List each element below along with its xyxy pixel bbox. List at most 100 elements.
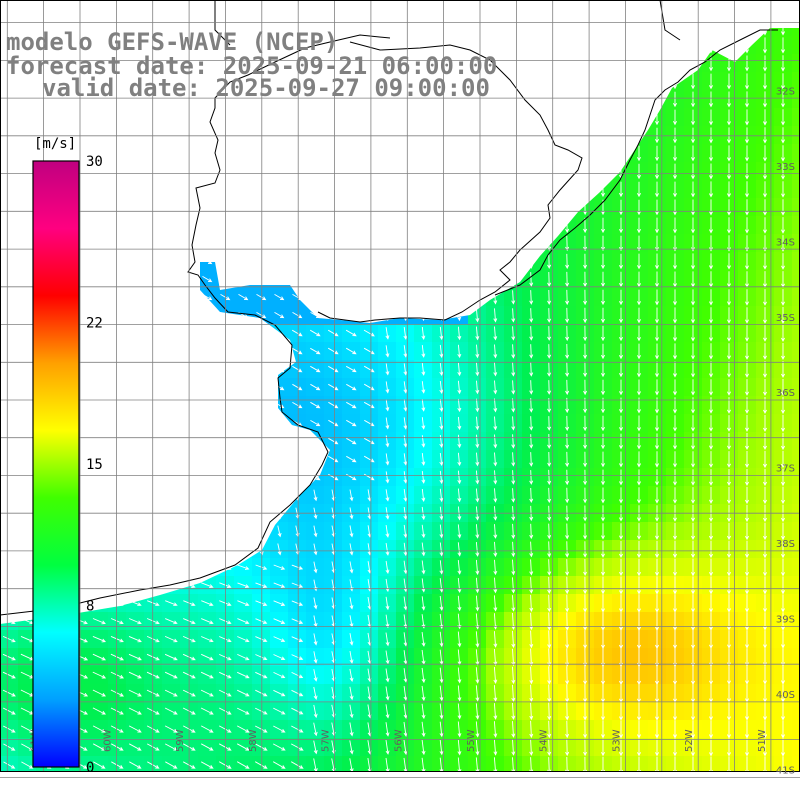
wind-arrow (2, 707, 16, 715)
wind-arrow (421, 560, 426, 575)
wind-arrow (273, 600, 286, 606)
wind-arrow (745, 433, 749, 450)
wind-arrow (600, 325, 606, 342)
speed-cell (792, 468, 800, 487)
wind-arrow (745, 163, 749, 180)
wind-arrow (457, 452, 462, 467)
wind-arrow (328, 401, 339, 409)
wind-arrow (691, 109, 695, 126)
lon-label: 58W (248, 729, 259, 752)
wind-arrow (691, 343, 695, 360)
wind-arrow (565, 235, 570, 252)
wind-arrow (781, 343, 785, 360)
wind-arrow (618, 181, 624, 198)
wind-arrow (313, 651, 318, 664)
wind-arrow (475, 631, 480, 648)
wind-arrow (727, 181, 731, 198)
wind-arrow (403, 578, 408, 593)
wind-arrow (601, 271, 605, 288)
wind-arrow (313, 740, 318, 755)
wind-arrow (691, 487, 695, 504)
speed-cell (792, 216, 800, 235)
wind-arrow (727, 91, 731, 108)
wind-arrow (672, 109, 678, 126)
wind-arrow (672, 594, 678, 613)
wind-arrow (637, 343, 641, 360)
wind-arrow (164, 743, 178, 751)
speed-cell (414, 774, 433, 793)
colorbar-unit: [m/s] (34, 136, 76, 152)
wind-arrow (219, 582, 232, 588)
wind-arrow (475, 757, 480, 772)
speed-cell (486, 774, 505, 793)
wind-arrow (727, 666, 731, 685)
wind-arrow (619, 235, 623, 252)
wind-arrow (421, 488, 426, 502)
wind-arrow (673, 720, 677, 739)
wind-arrow (255, 564, 268, 570)
wind-arrow (601, 720, 605, 739)
wind-arrow (493, 757, 498, 772)
wind-arrow (780, 217, 786, 234)
wind-arrow (201, 653, 214, 661)
lat-label: 40S (776, 690, 795, 701)
wind-arrow (493, 362, 498, 377)
wind-arrow (236, 761, 250, 769)
wind-arrow (363, 383, 375, 391)
wind-arrow (165, 761, 178, 769)
wind-arrow (583, 289, 588, 306)
wind-arrow (200, 743, 214, 751)
wind-arrow (708, 361, 714, 378)
wind-arrow (493, 739, 498, 756)
lat-label: 35S (776, 313, 795, 324)
speed-cell (792, 198, 800, 217)
wind-arrow (346, 419, 357, 427)
wind-arrow (475, 416, 480, 431)
wind-arrow (511, 434, 516, 449)
wind-arrow (349, 651, 354, 664)
wind-arrow (439, 631, 444, 648)
wind-arrow (673, 145, 677, 162)
wind-arrow (511, 380, 516, 395)
wind-arrow (200, 761, 214, 769)
wind-arrow (637, 163, 641, 180)
wind-arrow (655, 289, 659, 306)
wind-arrow (547, 289, 552, 305)
wind-arrow (364, 419, 375, 427)
wind-arrow (291, 600, 304, 606)
colorbar-bar (32, 160, 80, 768)
wind-arrow (763, 433, 767, 450)
wind-arrow (457, 739, 462, 756)
wind-arrow (403, 721, 408, 737)
wind-arrow (709, 540, 713, 559)
wind-arrow (673, 235, 677, 252)
wind-arrow (529, 577, 534, 594)
wind-arrow (547, 559, 552, 576)
speed-cell (558, 774, 577, 793)
wind-arrow (511, 721, 516, 738)
wind-arrow (291, 582, 304, 588)
wind-arrow (363, 401, 375, 409)
lat-lon-grid (0, 0, 800, 778)
wind-arrow (601, 217, 605, 234)
wind-arrow (655, 738, 659, 757)
speed-cell (792, 378, 800, 397)
wind-arrow (583, 612, 588, 631)
wind-arrow (328, 419, 339, 427)
wind-arrow (201, 582, 214, 588)
wind-arrow (691, 594, 695, 613)
colorbar-tick-label: 22 (86, 316, 103, 332)
wind-arrow (672, 540, 678, 559)
wind-arrow (744, 666, 750, 685)
wind-arrow (313, 543, 318, 556)
wind-arrow (92, 725, 106, 733)
wind-arrow (385, 363, 390, 376)
wind-arrow (709, 702, 713, 721)
wind-arrow (349, 489, 354, 502)
wind-arrow (313, 704, 318, 719)
wind-arrow (255, 600, 268, 606)
wind-arrow (2, 671, 16, 679)
wind-arrow (745, 576, 749, 595)
wind-arrow (655, 558, 659, 577)
wind-arrow (273, 725, 286, 733)
